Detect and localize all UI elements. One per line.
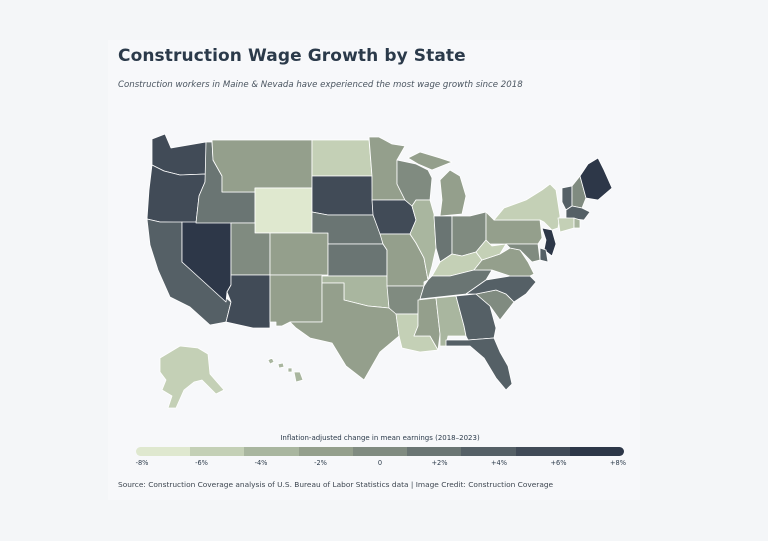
legend-title: Inflation-adjusted change in mean earnin… [280, 434, 480, 442]
state-DE[interactable] [539, 247, 549, 263]
state-NM[interactable] [269, 274, 323, 327]
legend-swatch [190, 447, 245, 456]
state-CO[interactable] [269, 232, 329, 276]
legend-swatch [298, 447, 353, 456]
state-IL[interactable] [409, 199, 437, 281]
legend-tick-label: -2% [314, 459, 327, 467]
legend-swatch [515, 447, 570, 456]
state-ME[interactable] [579, 157, 613, 201]
legend-tick-label: +8% [610, 459, 626, 467]
state-MI[interactable] [439, 169, 467, 217]
legend-tick-label: 0 [377, 459, 383, 467]
state-MT[interactable] [211, 139, 313, 193]
legend-color-scale [136, 447, 624, 456]
state-CT[interactable] [557, 217, 575, 233]
legend-tick-label: +4% [491, 459, 507, 467]
state-NC[interactable] [465, 275, 537, 303]
legend-swatch [461, 447, 516, 456]
state-KS[interactable] [327, 243, 388, 277]
state-IN[interactable] [433, 215, 453, 263]
legend-tick-label: -6% [195, 459, 208, 467]
state-NY[interactable] [493, 183, 561, 231]
legend-tick-label: -4% [254, 459, 268, 467]
state-ND[interactable] [311, 139, 373, 177]
state-MI-upper[interactable] [407, 151, 453, 171]
legend-swatch [569, 447, 624, 456]
state-CA[interactable] [146, 218, 232, 326]
state-NJ[interactable] [541, 227, 557, 257]
page-title: Construction Wage Growth by State [118, 46, 466, 66]
state-SD[interactable] [311, 175, 374, 216]
legend-swatch [352, 447, 408, 456]
legend-swatch [136, 447, 191, 456]
state-FL[interactable] [445, 337, 513, 391]
legend-swatch [244, 447, 299, 456]
state-MD[interactable] [505, 243, 541, 263]
state-IA[interactable] [371, 199, 417, 235]
legend-tick-label: +2% [431, 459, 448, 467]
state-HI[interactable] [267, 357, 304, 383]
legend-swatch [407, 447, 462, 456]
page-subtitle: Construction workers in Maine & Nevada h… [118, 80, 523, 90]
state-WY[interactable] [254, 187, 313, 234]
legend-tick-label: -8% [135, 459, 149, 467]
state-AK[interactable] [159, 345, 225, 409]
state-AZ[interactable] [225, 274, 271, 329]
state-NH[interactable] [571, 175, 587, 209]
legend-tick-label: +6% [550, 459, 567, 467]
state-VT[interactable] [561, 185, 573, 211]
source-credit: Source: Construction Coverage analysis o… [118, 480, 554, 489]
state-TX[interactable] [289, 282, 400, 381]
state-RI[interactable] [573, 217, 581, 229]
